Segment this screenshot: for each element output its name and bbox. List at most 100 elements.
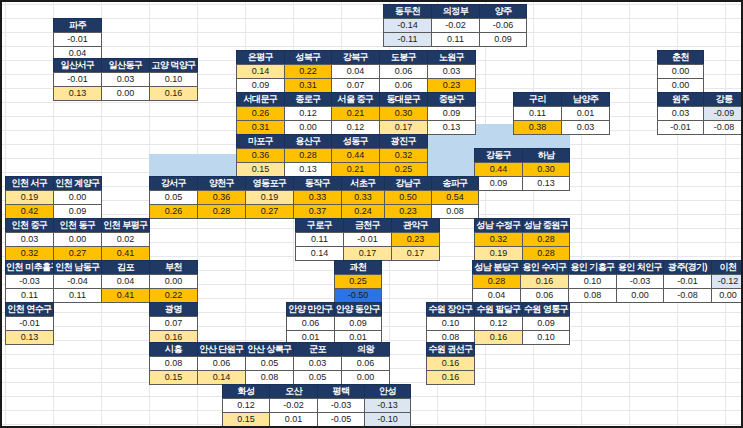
value-cell[interactable]: 0.05 <box>149 190 198 205</box>
value-cell[interactable]: 0.05 <box>245 356 294 371</box>
value-cell[interactable]: 0.11 <box>295 232 344 247</box>
region-header-hwaseong-line[interactable]: 평택 <box>317 384 365 399</box>
value-cell[interactable]: -0.03 <box>5 274 54 289</box>
value-cell[interactable]: 0.13 <box>427 120 476 135</box>
value-cell[interactable]: 0.27 <box>53 246 102 261</box>
value-cell[interactable]: 0.50 <box>384 190 432 205</box>
region-header-bundang-line[interactable]: 성남 분당구 <box>472 260 521 275</box>
value-cell[interactable]: 0.13 <box>5 330 54 345</box>
value-cell[interactable]: 0.26 <box>236 106 285 121</box>
region-header-seodaemun-line[interactable]: 서울 중구 <box>331 92 380 107</box>
region-header-suwon-gwonseon[interactable]: 수원 권선구 <box>426 342 475 357</box>
value-cell[interactable]: 0.25 <box>379 162 428 177</box>
value-cell[interactable]: 0.16 <box>474 330 523 345</box>
region-header-anyang-line[interactable]: 안양 만안구 <box>286 302 335 317</box>
region-header-eunpyeong-line[interactable]: 은평구 <box>236 50 285 65</box>
value-cell[interactable]: 0.00 <box>53 190 102 205</box>
region-header-suwon-jangan-line[interactable]: 수원 팔달구 <box>474 302 523 317</box>
value-cell[interactable]: 0.13 <box>284 162 332 177</box>
region-header-siheung-line[interactable]: 안산 단원구 <box>197 342 246 357</box>
value-cell[interactable]: -0.03 <box>616 274 664 289</box>
region-header-guro-line[interactable]: 관악구 <box>391 218 440 233</box>
value-cell[interactable]: 0.16 <box>426 370 475 385</box>
value-cell[interactable]: 0.31 <box>236 120 285 135</box>
region-header-ilsan-line[interactable]: 일산동구 <box>101 58 150 73</box>
region-header-incheon-junggu-line[interactable]: 인천 부평구 <box>101 218 150 233</box>
value-cell[interactable]: 0.00 <box>711 288 743 303</box>
value-cell[interactable]: 0.10 <box>522 330 570 345</box>
value-cell[interactable]: 0.04 <box>472 288 521 303</box>
value-cell[interactable]: -0.01 <box>657 120 704 135</box>
value-cell[interactable]: 0.44 <box>474 162 523 177</box>
region-header-siheung-line[interactable]: 군포 <box>293 342 342 357</box>
value-cell[interactable]: 0.41 <box>101 288 150 303</box>
value-cell[interactable]: 0.54 <box>431 190 479 205</box>
region-header-gwacheon[interactable]: 과천 <box>334 260 382 275</box>
value-cell[interactable]: 0.01 <box>561 106 610 121</box>
value-cell[interactable]: 0.03 <box>561 120 610 135</box>
value-cell[interactable]: 0.21 <box>331 106 380 121</box>
value-cell[interactable]: 0.41 <box>101 246 150 261</box>
value-cell[interactable]: 0.22 <box>284 64 332 79</box>
value-cell[interactable]: 0.19 <box>245 190 294 205</box>
value-cell[interactable]: 0.32 <box>379 148 428 163</box>
value-cell[interactable]: 0.25 <box>334 274 382 289</box>
value-cell[interactable]: 0.36 <box>236 148 285 163</box>
region-header-seodaemun-line[interactable]: 서대문구 <box>236 92 285 107</box>
value-cell[interactable]: -0.11 <box>383 32 432 47</box>
region-header-paju[interactable]: 파주 <box>53 18 102 33</box>
value-cell[interactable]: 0.23 <box>391 232 440 247</box>
region-header-incheon-yeonsu[interactable]: 인천 연수구 <box>5 302 54 317</box>
value-cell[interactable]: 0.13 <box>53 86 102 101</box>
value-cell[interactable]: 0.11 <box>513 106 562 121</box>
value-cell[interactable]: 0.08 <box>245 370 294 385</box>
value-cell[interactable]: -0.01 <box>343 232 392 247</box>
region-header-incheon-junggu-line[interactable]: 인천 중구 <box>5 218 54 233</box>
region-header-suwon-jangan-line[interactable]: 수원 영통구 <box>522 302 570 317</box>
value-cell[interactable]: 0.28 <box>284 148 332 163</box>
region-header-seodaemun-line[interactable]: 중랑구 <box>427 92 476 107</box>
region-header-gangseo-line[interactable]: 강서구 <box>149 176 198 191</box>
value-cell[interactable]: 0.14 <box>295 246 344 261</box>
region-header-incheon-junggu-line[interactable]: 인천 동구 <box>53 218 102 233</box>
value-cell[interactable]: 0.03 <box>101 72 150 87</box>
value-cell[interactable]: 0.17 <box>343 246 392 261</box>
value-cell[interactable]: 0.31 <box>284 78 332 93</box>
value-cell[interactable]: 0.03 <box>5 232 54 247</box>
value-cell[interactable]: -0.13 <box>364 398 411 413</box>
value-cell[interactable]: -0.08 <box>663 288 712 303</box>
region-header-dongducheon-line[interactable]: 양주 <box>479 4 527 19</box>
value-cell[interactable]: 0.00 <box>284 120 332 135</box>
value-cell[interactable]: 0.08 <box>149 356 198 371</box>
value-cell[interactable]: 0.30 <box>522 162 570 177</box>
value-cell[interactable]: 0.08 <box>431 204 479 219</box>
value-cell[interactable]: 0.27 <box>245 204 294 219</box>
value-cell[interactable]: 0.00 <box>53 232 102 247</box>
value-cell[interactable]: 0.12 <box>222 398 270 413</box>
value-cell[interactable]: 0.17 <box>391 246 440 261</box>
value-cell[interactable]: 0.00 <box>149 274 198 289</box>
region-header-hwaseong-line[interactable]: 오산 <box>269 384 318 399</box>
value-cell[interactable]: 0.02 <box>101 232 150 247</box>
region-header-wonju-line[interactable]: 원주 <box>657 92 704 107</box>
region-header-gangseo-line[interactable]: 동작구 <box>293 176 342 191</box>
region-header-michuhol-line[interactable]: 인천 남동구 <box>53 260 102 275</box>
value-cell[interactable]: 0.04 <box>331 64 380 79</box>
value-cell[interactable]: -0.12 <box>711 274 743 289</box>
value-cell[interactable]: 0.03 <box>293 356 342 371</box>
region-header-bundang-line[interactable]: 이천 <box>711 260 743 275</box>
value-cell[interactable]: 0.07 <box>331 78 380 93</box>
value-cell[interactable]: -0.05 <box>317 412 365 427</box>
region-header-gimpo-line[interactable]: 김포 <box>101 260 150 275</box>
value-cell[interactable]: -0.09 <box>703 106 743 121</box>
value-cell[interactable]: 0.09 <box>334 316 382 331</box>
region-header-bundang-line[interactable]: 용인 처인구 <box>616 260 664 275</box>
region-header-dongducheon-line[interactable]: 의정부 <box>431 4 480 19</box>
value-cell[interactable]: -0.02 <box>269 398 318 413</box>
value-cell[interactable]: 0.30 <box>379 106 428 121</box>
region-header-eunpyeong-line[interactable]: 노원구 <box>427 50 476 65</box>
value-cell[interactable]: 0.36 <box>197 190 246 205</box>
region-header-gangseo-line[interactable]: 서초구 <box>341 176 385 191</box>
region-header-ilsan-line[interactable]: 고양 덕양구 <box>149 58 198 73</box>
region-header-eunpyeong-line[interactable]: 성북구 <box>284 50 332 65</box>
